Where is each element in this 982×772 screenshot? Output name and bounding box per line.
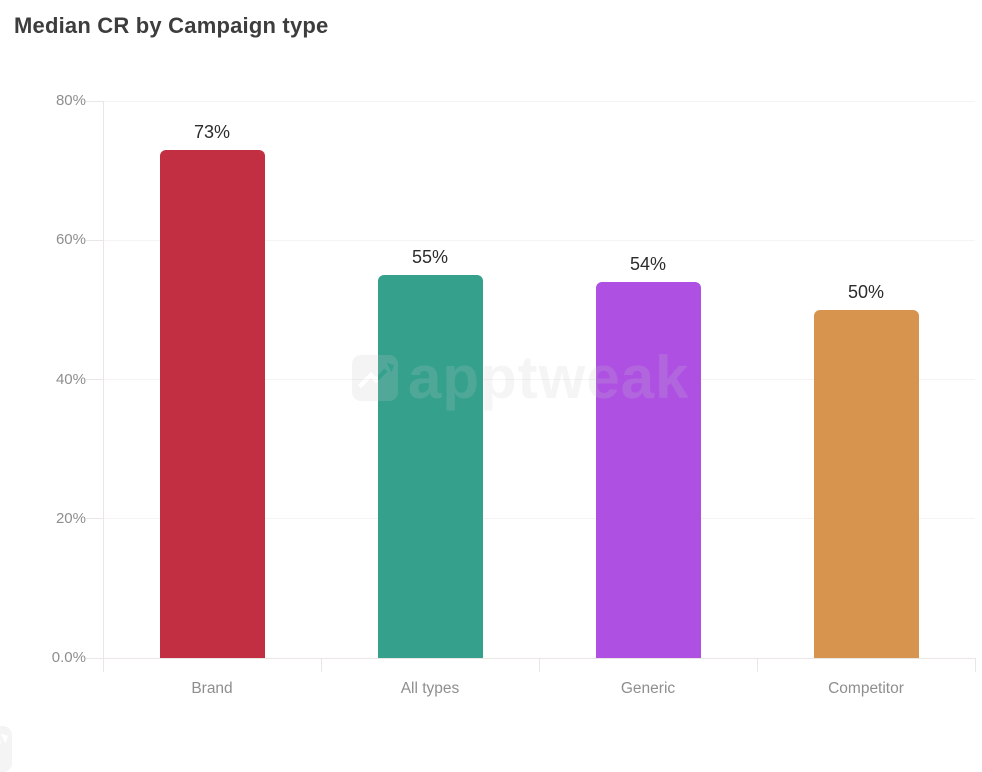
gridline [103, 100, 975, 102]
x-axis-tick [539, 658, 540, 672]
y-axis-tick-label: 0.0% [51, 649, 86, 666]
bar-chart: apptweak 0.0% 20% 40% 60% 80% 73% Brand 55% All … [0, 92, 976, 772]
x-axis-tick [321, 658, 322, 672]
x-axis-category-label: Competitor [828, 680, 904, 697]
bar-value-label: 73% [193, 121, 231, 142]
x-axis-category-label: Brand [191, 680, 233, 697]
bar-value-label: 55% [411, 247, 449, 268]
bar-competitor[interactable] [813, 309, 919, 658]
bar-all-types[interactable] [377, 275, 483, 658]
bar-value-label: 50% [847, 281, 885, 302]
y-axis-tick-label: 20% [55, 509, 86, 527]
bar-generic[interactable] [595, 282, 701, 658]
watermark-corner-logo-icon [0, 726, 12, 772]
y-axis-tick-label: 80% [55, 92, 86, 109]
bar-brand[interactable] [159, 149, 265, 658]
gridline [103, 239, 975, 241]
gridline [103, 518, 975, 520]
x-axis-tick [757, 658, 758, 672]
x-axis-tick [975, 658, 976, 672]
x-axis-category-label: Generic [620, 680, 676, 697]
gridline [103, 379, 975, 380]
y-axis-tick [86, 239, 103, 241]
y-axis-tick-label: 40% [55, 370, 86, 388]
y-axis-tick [86, 657, 103, 659]
y-axis-tick [86, 518, 103, 520]
y-axis-tick-label: 60% [55, 231, 86, 249]
x-axis-category-label: All types [400, 680, 460, 697]
y-axis-tick [86, 379, 103, 380]
chart-title: Median CR by Campaign type [14, 13, 329, 38]
bar-value-label: 54% [629, 254, 667, 275]
y-axis-tick [86, 100, 103, 102]
y-axis-line [103, 101, 104, 672]
